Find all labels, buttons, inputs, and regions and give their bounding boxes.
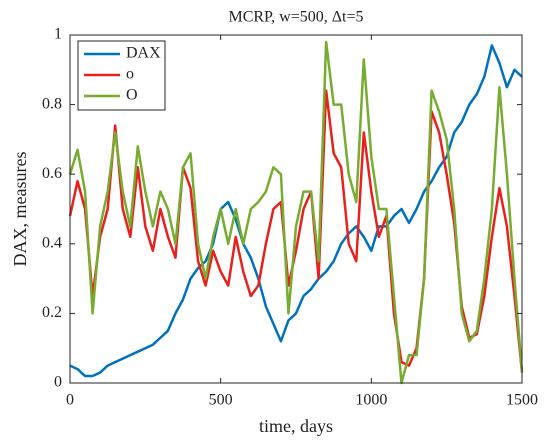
- x-tick-label: 0: [66, 392, 74, 409]
- y-axis-label: DAX, measures: [10, 152, 30, 267]
- y-tick-label: 0.6: [42, 165, 62, 182]
- x-tick-label: 1500: [506, 392, 538, 409]
- chart-title: MCRP, w=500, Δt=5: [228, 9, 363, 26]
- plot-frame: [69, 34, 523, 384]
- x-tick-label: 500: [209, 392, 233, 409]
- x-axis-label: time, days: [259, 416, 333, 436]
- y-tick-label: 0.8: [42, 95, 62, 112]
- y-tick-label: 0.2: [42, 304, 62, 321]
- legend-label: DAX: [126, 45, 161, 62]
- series-line: [68, 40, 524, 385]
- series-line: [69, 44, 523, 378]
- legend-label: o: [126, 66, 134, 83]
- y-tick-label: 0.4: [42, 234, 62, 251]
- legend-label: O: [126, 87, 138, 104]
- y-tick-label: 0: [54, 374, 62, 391]
- y-tick-label: 1: [54, 26, 62, 43]
- x-tick-label: 1000: [355, 392, 387, 409]
- series-line: [68, 89, 524, 373]
